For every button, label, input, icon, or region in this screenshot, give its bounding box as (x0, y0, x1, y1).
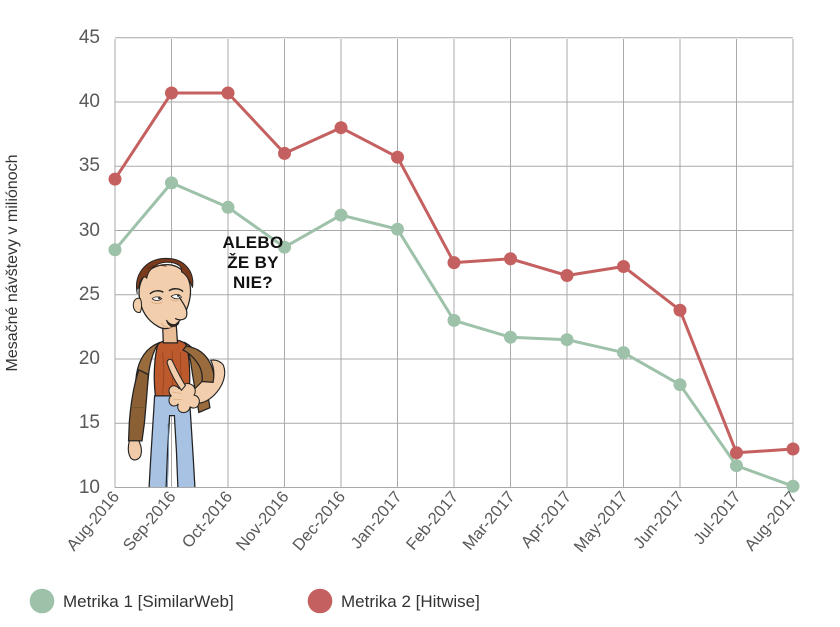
svg-text:Metrika 1 [SimilarWeb]: Metrika 1 [SimilarWeb] (63, 592, 234, 611)
svg-text:Metrika 2 [Hitwise]: Metrika 2 [Hitwise] (341, 592, 480, 611)
svg-text:40: 40 (79, 91, 100, 112)
svg-text:Jul-2017: Jul-2017 (690, 488, 744, 548)
svg-text:Sep-2016: Sep-2016 (120, 488, 180, 554)
svg-text:Mesačné návštevy v miliónoch: Mesačné návštevy v miliónoch (4, 155, 21, 372)
svg-text:Oct-2016: Oct-2016 (179, 488, 236, 552)
svg-text:May-2017: May-2017 (571, 488, 632, 556)
svg-text:Mar-2017: Mar-2017 (459, 488, 518, 554)
svg-text:Dec-2016: Dec-2016 (289, 488, 349, 554)
svg-text:Jun-2017: Jun-2017 (630, 488, 688, 552)
svg-text:Apr-2017: Apr-2017 (518, 488, 575, 552)
svg-text:Feb-2017: Feb-2017 (403, 488, 462, 554)
svg-text:Aug-2017: Aug-2017 (741, 488, 801, 554)
svg-text:Nov-2016: Nov-2016 (233, 488, 293, 554)
svg-text:Jan-2017: Jan-2017 (348, 488, 406, 552)
svg-text:35: 35 (79, 155, 100, 176)
svg-text:45: 45 (79, 27, 100, 48)
